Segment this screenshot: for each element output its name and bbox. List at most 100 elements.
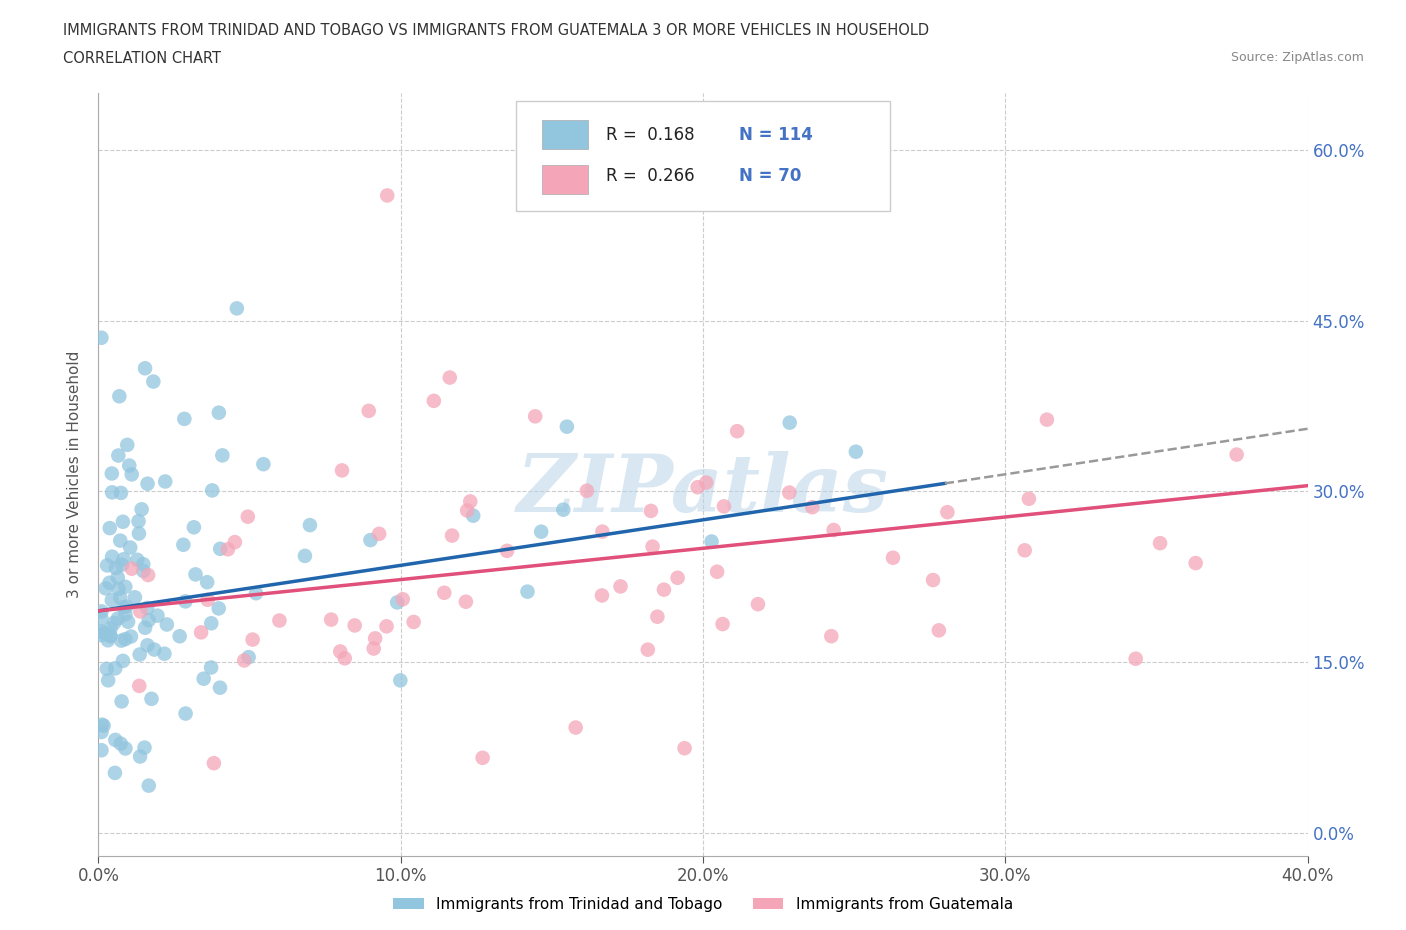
Point: [195, 575, 218, 590]
Point: [138, 613, 160, 628]
Point: [711, 617, 734, 631]
Point: [423, 393, 446, 408]
Point: [114, 741, 136, 756]
Point: [298, 518, 321, 533]
Point: [128, 513, 150, 528]
Point: [100, 629, 122, 644]
Point: [200, 660, 222, 675]
Point: [666, 570, 689, 585]
Point: [114, 607, 136, 622]
Point: [242, 632, 264, 647]
Point: [200, 616, 222, 631]
Point: [132, 557, 155, 572]
Point: [110, 533, 132, 548]
Point: [110, 694, 132, 709]
Point: [454, 594, 477, 609]
Point: [183, 520, 205, 535]
Point: [238, 650, 260, 665]
Point: [391, 591, 413, 606]
Point: [134, 361, 156, 376]
Point: [211, 448, 233, 463]
Point: [153, 646, 176, 661]
Point: [142, 374, 165, 389]
Point: [110, 485, 132, 500]
Point: [1149, 536, 1171, 551]
Point: [471, 751, 494, 765]
Point: [173, 411, 195, 426]
Point: [97, 673, 120, 688]
Point: [225, 301, 247, 316]
Point: [156, 618, 179, 632]
Point: [174, 706, 197, 721]
Point: [121, 562, 143, 577]
Point: [591, 525, 613, 539]
Point: [118, 458, 141, 473]
Point: [357, 404, 380, 418]
Point: [1036, 412, 1059, 427]
Point: [252, 457, 274, 472]
Point: [143, 642, 166, 657]
Point: [111, 557, 134, 572]
Point: [93, 718, 115, 733]
Point: [100, 621, 122, 636]
Point: [209, 541, 232, 556]
Point: [591, 588, 613, 603]
Point: [713, 498, 735, 513]
Point: [136, 638, 159, 653]
Point: [107, 448, 129, 463]
Point: [778, 485, 800, 500]
Point: [128, 647, 150, 662]
Point: [121, 467, 143, 482]
Point: [98, 576, 121, 591]
Point: [368, 526, 391, 541]
Point: [1125, 651, 1147, 666]
Point: [640, 503, 662, 518]
Point: [90, 611, 112, 626]
Point: [107, 570, 129, 585]
Point: [93, 625, 115, 640]
Point: [184, 567, 207, 582]
Legend: Immigrants from Trinidad and Tobago, Immigrants from Guatemala: Immigrants from Trinidad and Tobago, Imm…: [387, 891, 1019, 918]
Point: [96, 558, 118, 573]
FancyBboxPatch shape: [516, 100, 890, 211]
Point: [333, 651, 356, 666]
Point: [609, 579, 631, 594]
Point: [104, 765, 127, 780]
Point: [90, 743, 112, 758]
Point: [575, 484, 598, 498]
Point: [172, 538, 194, 552]
Text: N = 70: N = 70: [740, 167, 801, 185]
Point: [402, 615, 425, 630]
Point: [700, 534, 723, 549]
Point: [131, 502, 153, 517]
Point: [553, 502, 575, 517]
Text: N = 114: N = 114: [740, 126, 813, 144]
Point: [641, 539, 664, 554]
Point: [112, 551, 135, 566]
Point: [652, 582, 675, 597]
Point: [1018, 491, 1040, 506]
Text: ZIPatlas: ZIPatlas: [517, 451, 889, 528]
Point: [112, 600, 135, 615]
Point: [647, 609, 669, 624]
Point: [114, 631, 136, 646]
Point: [128, 679, 150, 694]
Point: [882, 551, 904, 565]
Point: [104, 733, 127, 748]
Point: [98, 628, 121, 643]
Point: [101, 466, 124, 481]
Point: [111, 514, 134, 529]
Point: [321, 612, 343, 627]
Point: [129, 604, 152, 618]
Point: [107, 611, 129, 626]
Point: [90, 604, 112, 618]
Point: [936, 505, 959, 520]
Point: [155, 474, 177, 489]
Point: [673, 741, 696, 756]
Bar: [543, 120, 588, 149]
Point: [128, 526, 150, 541]
Point: [90, 628, 112, 643]
Point: [117, 615, 139, 630]
Point: [389, 673, 412, 688]
Point: [110, 591, 132, 605]
